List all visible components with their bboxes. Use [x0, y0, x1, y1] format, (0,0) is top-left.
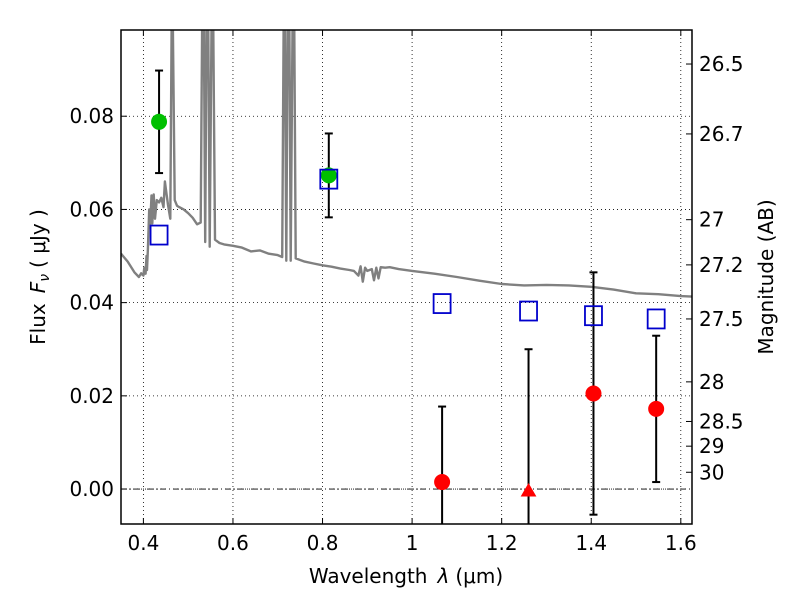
model-square [319, 168, 339, 190]
model-square [646, 308, 666, 330]
magnitude-tick-label: 28.5 [699, 409, 744, 433]
y-tick-label: 0.08 [69, 104, 114, 128]
model-spectrum [121, 30, 692, 298]
tick-labels: 0.4 0.6 0.8 1 1.2 1.4 1.6 0.00 0.02 0.04 0.06 0.08 2… [69, 52, 743, 555]
x-axis-title: Wavelength λ (μm) [309, 564, 503, 588]
data-point-circle [434, 474, 451, 491]
spectrum-line [121, 30, 692, 298]
x-tick-label: 0.4 [127, 531, 159, 555]
magnitude-tick-label: 27.2 [699, 253, 744, 277]
data-point-triangle [520, 482, 537, 497]
x-tick-label: 1 [406, 531, 419, 555]
y-tick-label: 0.04 [69, 291, 114, 315]
model-square [584, 305, 603, 327]
x-tick-label: 1.6 [665, 531, 697, 555]
x-tick-label: 1.2 [486, 531, 518, 555]
data-point-circle [585, 385, 602, 402]
y-tick-label: 0.02 [69, 384, 114, 408]
y-tick-label: 0.00 [69, 477, 114, 501]
data-point-circle [151, 113, 168, 130]
plot-background [121, 30, 692, 524]
magnitude-tick-label: 26.7 [699, 122, 744, 146]
x-tick-label: 0.8 [307, 531, 339, 555]
plot-frame [120, 29, 693, 525]
data-point-circle [320, 167, 337, 184]
magnitude-tick-label: 27.5 [699, 307, 744, 331]
data-point-circle [648, 400, 665, 417]
magnitude-axis-title: Magnitude (AB) [754, 199, 778, 354]
y-axis-title: FluxFν( μJy ) [26, 209, 53, 345]
magnitude-tick-label: 27 [699, 208, 724, 232]
model-square [432, 293, 452, 314]
magnitude-tick-label: 29 [699, 434, 724, 458]
magnitude-tick-label: 26.5 [699, 52, 744, 76]
magnitude-tick-label: 30 [699, 460, 724, 484]
model-square [149, 224, 169, 246]
magnitude-tick-label: 28 [699, 370, 724, 394]
y-tick-label: 0.06 [69, 197, 114, 221]
x-tick-label: 0.6 [217, 531, 249, 555]
model-square [519, 300, 538, 322]
axis-ticks [121, 30, 692, 524]
x-tick-label: 1.4 [575, 531, 607, 555]
data-markers [149, 113, 666, 497]
